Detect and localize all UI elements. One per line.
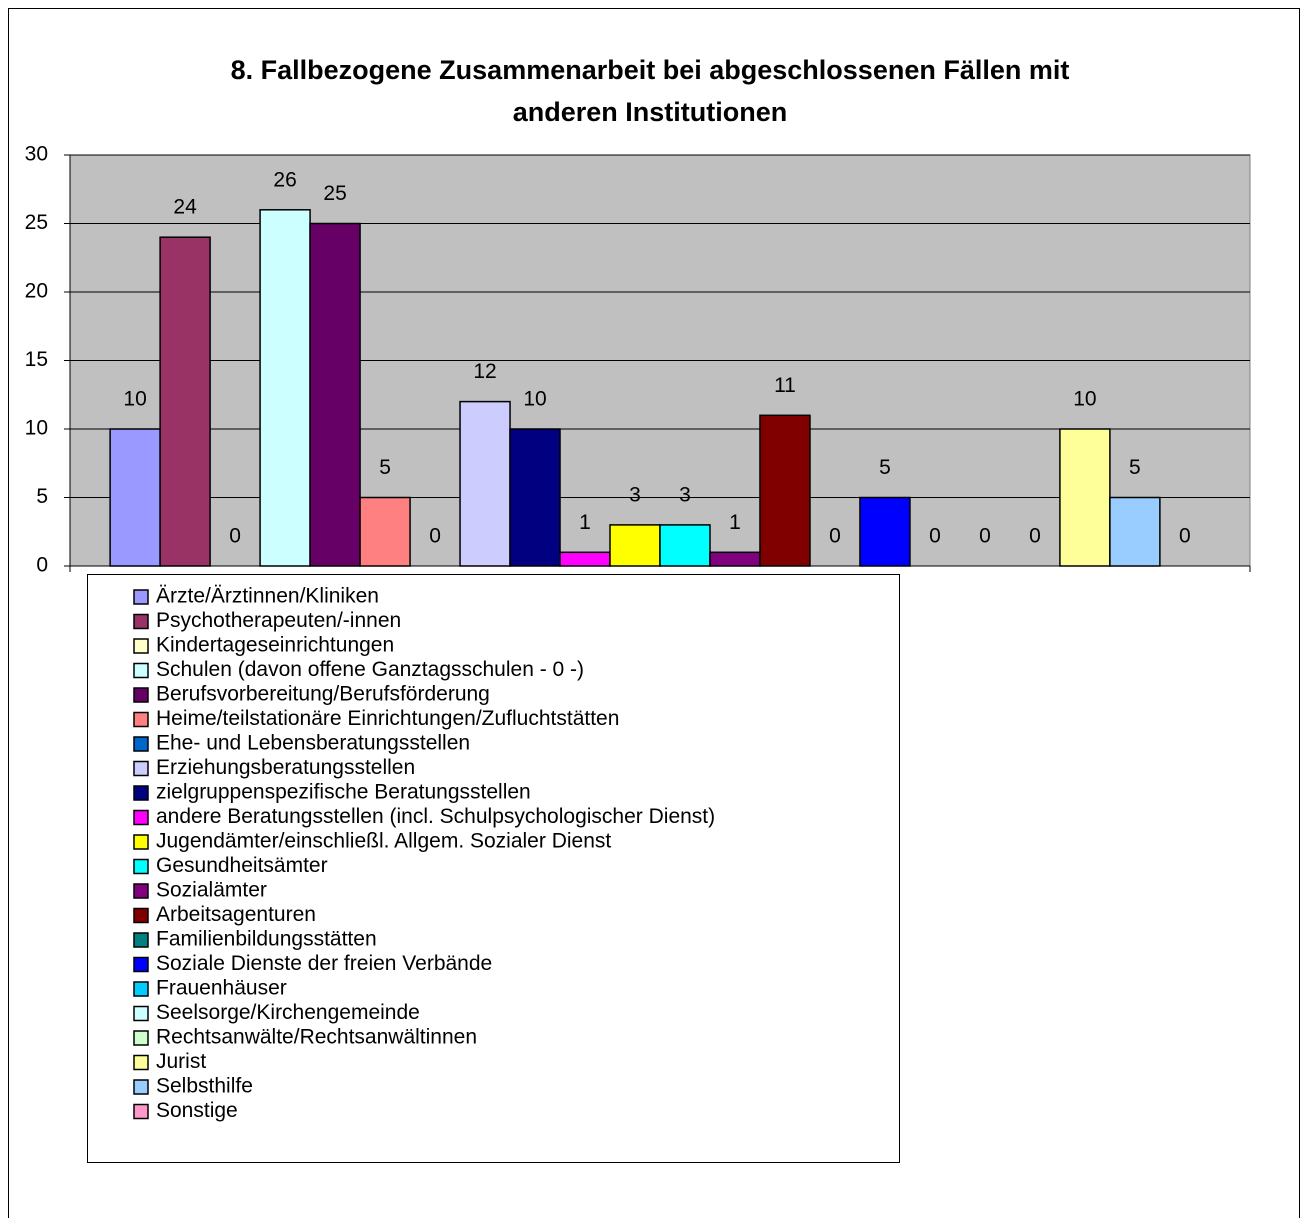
legend-swatch bbox=[133, 809, 149, 826]
legend-label: Kindertageseinrichtungen bbox=[156, 634, 394, 657]
data-label: 0 bbox=[429, 525, 441, 548]
data-label: 0 bbox=[229, 525, 241, 548]
bar bbox=[1109, 496, 1161, 567]
legend-label: Gesundheitsämter bbox=[156, 854, 328, 877]
legend-swatch bbox=[133, 687, 149, 703]
data-label: 3 bbox=[679, 483, 691, 506]
bar bbox=[159, 236, 211, 567]
legend-swatch bbox=[133, 858, 149, 875]
legend-swatch bbox=[133, 589, 149, 605]
data-label: 0 bbox=[979, 525, 991, 548]
data-label: 10 bbox=[123, 388, 146, 411]
legend-swatch bbox=[133, 834, 149, 850]
legend-label: Soziale Dienste der freien Verbände bbox=[156, 952, 492, 975]
data-label: 0 bbox=[929, 525, 941, 548]
legend-label: Sonstige bbox=[156, 1099, 238, 1122]
legend-swatch bbox=[133, 907, 149, 924]
legend-label: Jugendämter/einschließl. Allgem. Soziale… bbox=[156, 830, 611, 853]
legend-swatch bbox=[133, 1103, 149, 1120]
legend-label: Sozialämter bbox=[156, 879, 267, 902]
y-tick-label: 5 bbox=[36, 485, 48, 508]
chart-title: 8. Fallbezogene Zusammenarbeit bei abges… bbox=[231, 55, 1070, 85]
legend-label: Schulen (davon offene Ganztagsschulen - … bbox=[156, 658, 584, 681]
legend-swatch bbox=[133, 1005, 149, 1022]
data-label: 26 bbox=[273, 168, 296, 191]
data-label: 5 bbox=[379, 456, 391, 479]
data-label: 0 bbox=[829, 525, 841, 548]
legend-swatch bbox=[133, 760, 149, 777]
data-label: 3 bbox=[629, 483, 641, 506]
legend-label: zielgruppenspezifische Beratungsstellen bbox=[156, 781, 531, 804]
legend-label: Psychotherapeuten/-innen bbox=[156, 609, 401, 632]
bar bbox=[709, 551, 761, 567]
data-label: 10 bbox=[523, 388, 546, 411]
legend-label: Berufsvorbereitung/Berufsförderung bbox=[156, 683, 490, 706]
legend-label: Frauenhäuser bbox=[156, 977, 287, 1000]
data-label: 25 bbox=[323, 182, 346, 205]
y-tick-label: 20 bbox=[25, 280, 48, 303]
legend-swatch bbox=[133, 932, 149, 948]
data-label: 0 bbox=[1029, 525, 1041, 548]
legend-swatch bbox=[133, 1054, 149, 1071]
y-tick-label: 10 bbox=[25, 417, 48, 440]
y-tick-label: 25 bbox=[25, 211, 48, 234]
bar bbox=[459, 400, 511, 567]
data-label: 5 bbox=[879, 456, 891, 479]
y-tick-label: 30 bbox=[25, 143, 48, 166]
legend-label: Heime/teilstationäre Einrichtungen/Zuflu… bbox=[156, 707, 619, 730]
data-label: 24 bbox=[173, 196, 197, 219]
data-label: 0 bbox=[1179, 525, 1191, 548]
legend-swatch bbox=[133, 613, 149, 630]
bar bbox=[109, 428, 161, 567]
legend-swatch bbox=[133, 785, 149, 801]
legend-swatch bbox=[133, 1030, 149, 1046]
legend bbox=[87, 574, 900, 1163]
data-label: 1 bbox=[729, 511, 741, 534]
bar bbox=[559, 551, 611, 567]
legend-label: Seelsorge/Kirchengemeinde bbox=[156, 1001, 420, 1024]
legend-label: Familienbildungsstätten bbox=[156, 928, 377, 951]
data-label: 1 bbox=[579, 511, 591, 534]
data-label: 12 bbox=[473, 360, 496, 383]
data-label: 10 bbox=[1073, 388, 1096, 411]
legend-label: andere Beratungsstellen (incl. Schulpsyc… bbox=[156, 805, 715, 828]
y-tick-label: 0 bbox=[36, 554, 48, 577]
bar bbox=[759, 414, 811, 567]
bar bbox=[309, 222, 361, 567]
legend-label: Erziehungsberatungsstellen bbox=[156, 756, 415, 779]
data-label: 5 bbox=[1129, 456, 1141, 479]
bar bbox=[359, 496, 411, 567]
bar bbox=[609, 524, 661, 567]
legend-swatch bbox=[133, 956, 149, 973]
bar bbox=[509, 428, 561, 567]
legend-label: Jurist bbox=[156, 1050, 206, 1073]
legend-label: Rechtsanwälte/Rechtsanwältinnen bbox=[156, 1026, 477, 1049]
legend-swatch bbox=[133, 736, 149, 752]
legend-swatch bbox=[133, 1079, 149, 1095]
bar bbox=[259, 209, 311, 567]
legend-label: Ärzte/Ärztinnen/Kliniken bbox=[156, 585, 379, 608]
legend-swatch bbox=[133, 662, 149, 679]
data-label: 11 bbox=[774, 374, 796, 397]
legend-label: Arbeitsagenturen bbox=[156, 903, 316, 926]
bar bbox=[1059, 428, 1111, 567]
bar bbox=[659, 524, 711, 567]
legend-swatch bbox=[133, 981, 149, 997]
chart-title: anderen Institutionen bbox=[513, 97, 788, 127]
legend-label: Ehe- und Lebensberatungsstellen bbox=[156, 732, 470, 755]
legend-swatch bbox=[133, 638, 149, 654]
legend-label: Selbsthilfe bbox=[156, 1075, 253, 1098]
bar bbox=[859, 496, 911, 567]
y-tick-label: 15 bbox=[25, 348, 48, 371]
legend-swatch bbox=[133, 883, 149, 899]
legend-swatch bbox=[133, 711, 149, 728]
